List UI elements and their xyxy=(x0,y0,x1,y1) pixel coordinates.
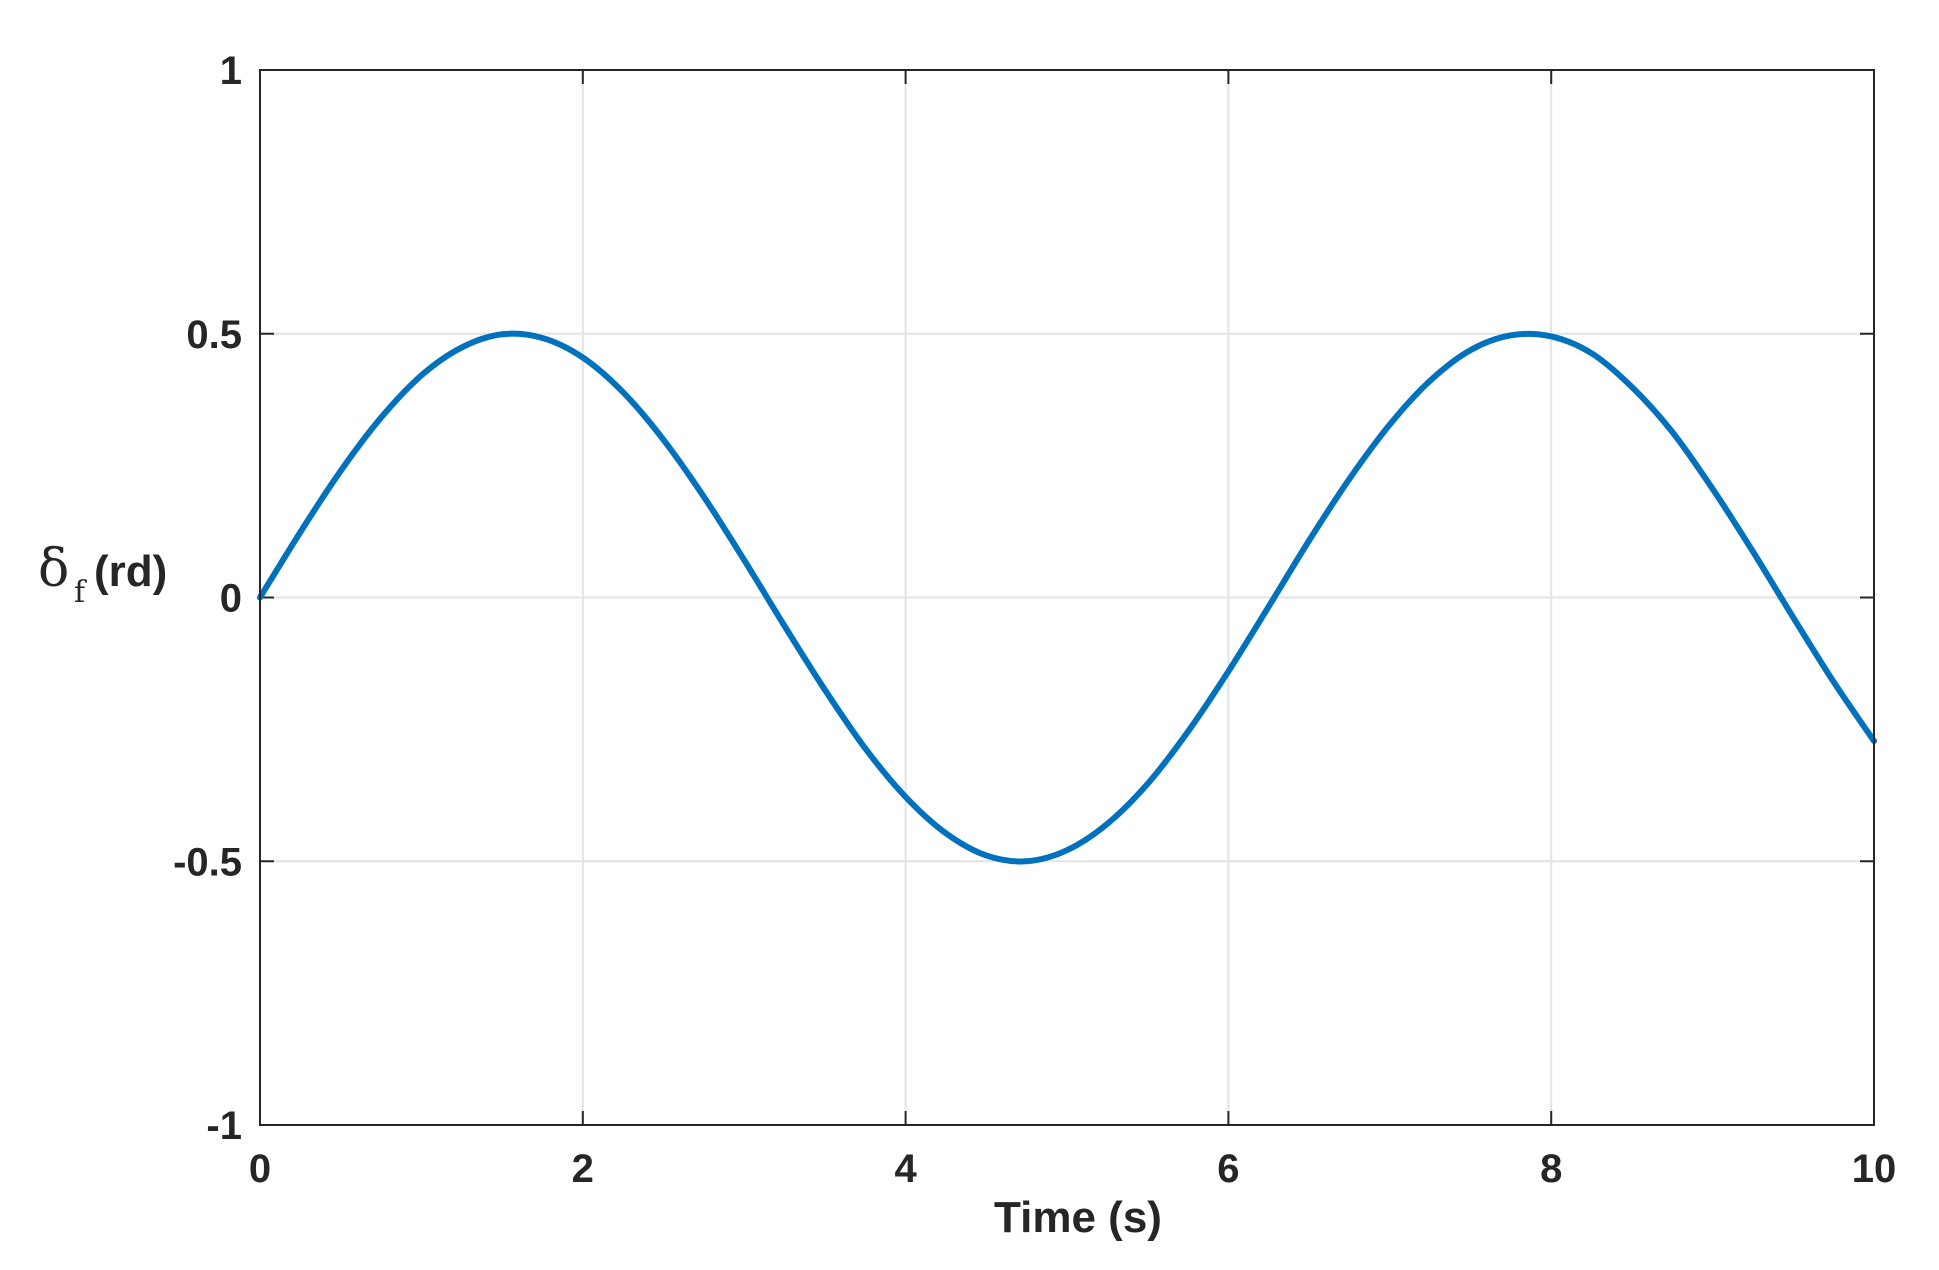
y-tick-labels: -1 -0.5 0 0.5 1 xyxy=(173,49,242,1148)
x-tick-label: 10 xyxy=(1852,1147,1897,1191)
y-axis-label-symbol: δ xyxy=(38,539,69,599)
x-tick-label: 8 xyxy=(1540,1147,1562,1191)
series-line xyxy=(257,330,1877,865)
y-axis-label-subscript: f xyxy=(74,575,87,610)
x-tick-label: 6 xyxy=(1217,1147,1239,1191)
plot-box xyxy=(259,69,1875,1126)
y-axis-label: δ f (rd) xyxy=(38,539,167,610)
x-tick-label: 4 xyxy=(894,1147,917,1191)
y-tick-label: -1 xyxy=(206,1104,242,1148)
y-tick-label: 1 xyxy=(220,49,242,93)
x-tick-label: 0 xyxy=(249,1147,271,1191)
x-tick-labels: 0 2 4 6 8 10 xyxy=(249,1147,1896,1191)
y-tick-label: -0.5 xyxy=(173,840,242,884)
y-tick-label: 0 xyxy=(220,577,242,621)
x-tick-label: 2 xyxy=(572,1147,594,1191)
x-axis-label: Time (s) xyxy=(994,1193,1162,1242)
y-tick-label: 0.5 xyxy=(186,313,242,357)
y-axis-label-unit: (rd) xyxy=(94,547,167,596)
